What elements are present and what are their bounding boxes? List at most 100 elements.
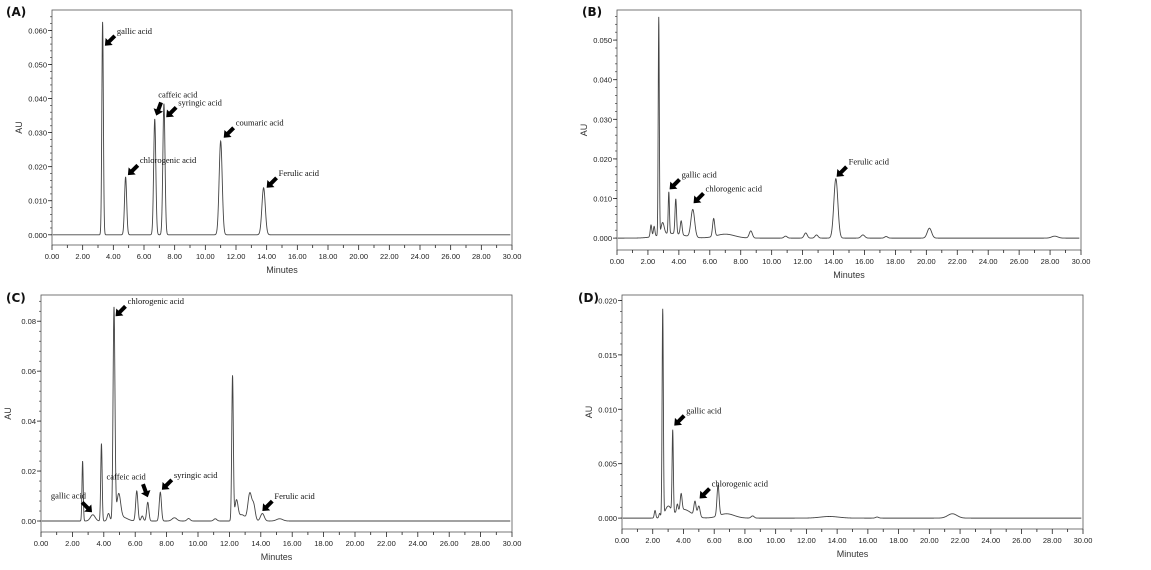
peak-annotation: syringic acid [178, 97, 222, 107]
arrow-icon [674, 414, 686, 426]
chromatogram-trace [41, 306, 511, 522]
x-tick-label: 22.00 [951, 536, 970, 545]
x-tick-label: 0.00 [45, 252, 60, 261]
x-tick-label: 26.00 [441, 252, 460, 261]
x-tick-label: 16.00 [288, 252, 307, 261]
x-tick-label: 18.00 [889, 536, 908, 545]
panel-label: (C) [6, 291, 26, 305]
x-tick-label: 0.00 [610, 257, 625, 266]
x-tick-label: 8.00 [733, 257, 748, 266]
x-tick-label: 24.00 [408, 539, 427, 548]
x-tick-label: 4.00 [96, 539, 111, 548]
x-tick-label: 20.00 [917, 257, 936, 266]
y-tick-label: 0.030 [28, 129, 47, 138]
x-tick-label: 20.00 [346, 539, 365, 548]
x-tick-label: 6.00 [707, 536, 722, 545]
x-tick-label: 22.00 [380, 252, 399, 261]
arrow-icon [153, 101, 164, 116]
arrow-icon [223, 126, 236, 138]
y-tick-label: 0.020 [28, 163, 47, 172]
panel-b: (B) 0.00 2.00 4.00 6.00 8.00 10.00 12.00 14.00 16… [579, 5, 1090, 280]
x-axis-label: Minutes [266, 265, 298, 275]
y-tick-label: 0.06 [21, 367, 36, 376]
x-tick-label: 0.00 [615, 536, 630, 545]
x-tick-label: 30.00 [503, 539, 522, 548]
panel-a: (A) 0.00 2.00 4.00 6.00 8.00 10.00 12.00 14.00 16… [6, 5, 521, 275]
x-tick-label: 28.00 [1043, 536, 1062, 545]
peak-annotation: chlorogenic acid [706, 183, 763, 193]
y-axis-label: AU [14, 121, 24, 134]
x-tick-label: 10.00 [189, 539, 208, 548]
x-tick-label: 6.00 [128, 539, 143, 548]
x-tick-label: 4.00 [676, 536, 691, 545]
peak-annotation: Ferulic acid [279, 168, 320, 178]
x-tick-label: 24.00 [981, 536, 1000, 545]
y-tick-label: 0.050 [28, 60, 47, 69]
y-tick-label: 0.010 [598, 405, 617, 414]
arrow-icon [115, 304, 127, 317]
y-tick-label: 0.000 [28, 231, 47, 240]
y-tick-label: 0.08 [21, 317, 36, 326]
y-tick-label: 0.040 [593, 76, 612, 85]
panel-label: (D) [578, 291, 599, 305]
plot-frame [616, 9, 1082, 251]
x-tick-label: 24.00 [411, 252, 430, 261]
y-tick-label: 0.010 [28, 197, 47, 206]
x-tick-label: 26.00 [1010, 257, 1029, 266]
peak-annotation: coumaric acid [236, 118, 285, 128]
y-tick-label: 0.000 [598, 514, 617, 523]
y-tick-label: 0.005 [598, 460, 617, 469]
x-tick-label: 12.00 [793, 257, 812, 266]
peak-annotation: gallic acid [682, 169, 718, 179]
x-tick-label: 28.00 [1041, 257, 1060, 266]
arrow-icon [166, 105, 178, 118]
arrow-icon [669, 178, 681, 190]
x-tick-label: 8.00 [167, 252, 182, 261]
x-tick-label: 2.00 [75, 252, 90, 261]
x-tick-label: 2.00 [645, 536, 660, 545]
x-tick-label: 16.00 [283, 539, 302, 548]
x-tick-label: 0.00 [34, 539, 49, 548]
x-tick-label: 2.00 [65, 539, 80, 548]
x-tick-label: 14.00 [251, 539, 270, 548]
x-axis-label: Minutes [837, 549, 869, 559]
chromatogram-trace [52, 21, 511, 236]
x-tick-label: 10.00 [762, 257, 781, 266]
x-tick-label: 12.00 [797, 536, 816, 545]
arrow-icon [262, 499, 274, 512]
y-tick-label: 0.04 [21, 417, 36, 426]
x-tick-label: 6.00 [137, 252, 152, 261]
y-tick-label: 0.00 [21, 517, 36, 526]
y-tick-label: 0.060 [28, 26, 47, 35]
peak-annotation: caffeic acid [107, 471, 147, 481]
x-tick-label: 18.00 [886, 257, 905, 266]
y-axis-label: AU [584, 406, 594, 419]
peak-annotation: Ferulic acid [849, 157, 890, 167]
peak-annotation: gallic acid [51, 490, 87, 500]
peak-annotation: chlorogenic acid [140, 155, 197, 165]
arrow-icon [141, 483, 151, 498]
x-tick-label: 8.00 [738, 536, 753, 545]
x-tick-label: 16.00 [858, 536, 877, 545]
y-tick-label: 0.015 [598, 351, 617, 360]
y-tick-label: 0.000 [593, 234, 612, 243]
arrow-icon [266, 176, 278, 188]
peak-annotation: gallic acid [686, 406, 722, 416]
x-tick-label: 4.00 [672, 257, 687, 266]
x-tick-label: 10.00 [196, 252, 215, 261]
x-tick-label: 30.00 [1072, 257, 1091, 266]
x-tick-label: 30.00 [503, 252, 522, 261]
peak-annotation: chlorogenic acid [712, 479, 769, 489]
x-tick-label: 10.00 [766, 536, 785, 545]
x-axis-label: Minutes [833, 270, 865, 280]
peak-annotation: syringic acid [174, 470, 218, 480]
arrow-icon [127, 163, 140, 176]
y-tick-label: 0.030 [593, 115, 612, 124]
x-tick-label: 2.00 [641, 257, 656, 266]
x-tick-label: 22.00 [377, 539, 396, 548]
arrow-icon [161, 478, 174, 490]
y-tick-label: 0.020 [593, 155, 612, 164]
x-tick-label: 14.00 [824, 257, 843, 266]
x-tick-label: 22.00 [948, 257, 967, 266]
